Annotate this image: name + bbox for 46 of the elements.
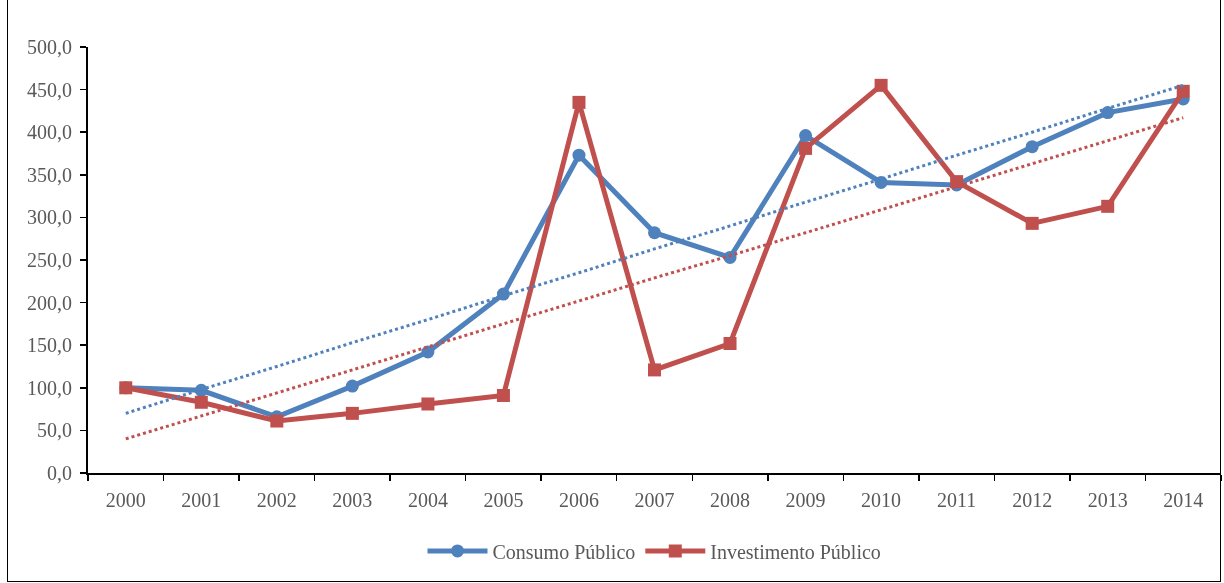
point: [1025, 140, 1039, 154]
point: [648, 363, 661, 377]
point: [874, 78, 888, 92]
x-tick-label: 2009: [785, 489, 826, 511]
point: [799, 129, 813, 143]
legend-label: Consumo Público: [492, 540, 636, 563]
y-tick-label: 350,0: [27, 163, 72, 186]
x-tick-label: 2002: [256, 489, 297, 511]
point: [345, 406, 359, 420]
x-tick-label: 2010: [861, 489, 902, 511]
x-tick-label: 2003: [332, 489, 373, 511]
y-tick-label: 50,0: [37, 419, 72, 442]
point: [194, 395, 208, 409]
point: [799, 141, 813, 155]
y-tick-label: 400,0: [27, 121, 72, 144]
x-tick-label: 2007: [634, 489, 675, 511]
y-tick-label: 300,0: [27, 206, 72, 229]
point: [421, 397, 435, 411]
legend-label: Investimento Público: [710, 540, 881, 563]
x-tick-label: 2000: [105, 489, 146, 511]
y-tick-label: 150,0: [27, 334, 72, 357]
x-tick-label: 2001: [181, 489, 222, 511]
x-tick-label: 2005: [483, 489, 524, 511]
x-tick-label: 2013: [1087, 489, 1128, 511]
y-tick-label: 0,0: [47, 462, 72, 484]
point: [496, 388, 510, 402]
point: [345, 379, 359, 393]
point: [723, 337, 737, 350]
point: [648, 226, 661, 240]
x-tick-label: 2008: [710, 489, 751, 511]
y-tick-label: 450,0: [27, 78, 72, 101]
point: [572, 148, 586, 162]
y-tick-label: 100,0: [27, 376, 72, 399]
x-tick-label: 2014: [1163, 489, 1204, 511]
x-tick-label: 2006: [558, 489, 599, 511]
point: [1101, 199, 1115, 213]
point: [270, 414, 284, 428]
x-tick-label: 2004: [407, 489, 448, 511]
x-tick-label: 2011: [937, 489, 977, 511]
y-tick-label: 200,0: [27, 291, 72, 314]
point: [572, 95, 586, 109]
x-tick-label: 2012: [1012, 489, 1053, 511]
point: [1176, 84, 1190, 98]
y-tick-label: 250,0: [27, 249, 72, 271]
point: [1025, 216, 1039, 230]
y-tick-label: 500,0: [27, 36, 72, 58]
